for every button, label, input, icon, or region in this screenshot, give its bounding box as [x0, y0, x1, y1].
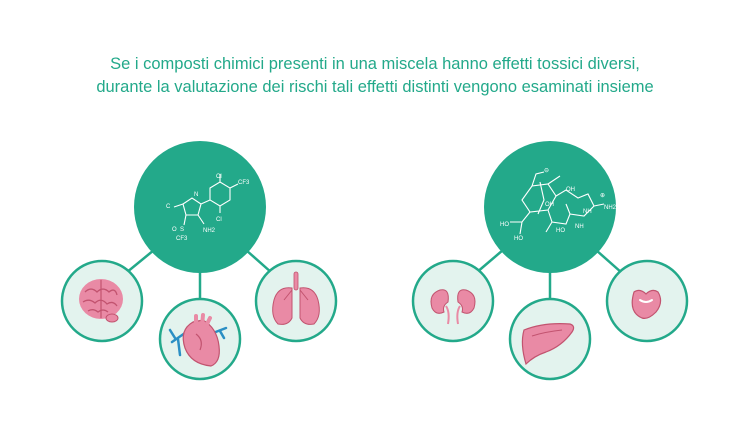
organ-circle-kidneys	[411, 259, 495, 343]
caption: Se i composti chimici presenti in una mi…	[0, 53, 750, 99]
label-s: S	[180, 227, 184, 233]
connector-right-stomach	[595, 249, 623, 274]
label-oh-mid: OH	[545, 202, 554, 208]
label-c: C	[166, 204, 171, 210]
compound-group-right: ⊖ OH OH ⊕ NH2 NH HO HO HO NH	[411, 141, 689, 381]
heart-icon	[168, 313, 228, 367]
caption-line-1: Se i composti chimici presenti in una mi…	[110, 55, 640, 73]
label-ho-left: HO	[500, 222, 509, 228]
label-cf3-ring: CF3	[238, 180, 250, 186]
label-nh: NH	[583, 209, 592, 215]
label-nh2-left: NH2	[203, 228, 216, 234]
stomach-icon	[631, 289, 662, 319]
label-cl-top: Cl	[216, 174, 222, 180]
label-oh-left: HO	[514, 236, 523, 242]
label-plus: ⊕	[600, 193, 605, 199]
brain-icon	[79, 279, 123, 323]
label-n: N	[194, 192, 198, 198]
label-nh-bottom: NH	[575, 224, 584, 230]
label-o-minus: ⊖	[544, 168, 549, 174]
label-cf3-s: CF3	[176, 236, 188, 242]
label-oh-top: OH	[566, 187, 575, 193]
compound-group-left: Cl CF3 Cl C N S O CF3 NH2	[60, 141, 338, 381]
molecule-left	[173, 174, 239, 226]
label-nh2-right: NH2	[604, 205, 617, 211]
lungs-icon	[272, 271, 320, 325]
liver-icon	[521, 323, 575, 366]
connector-right-kidneys	[475, 249, 504, 274]
label-cl-bottom: Cl	[216, 217, 222, 223]
caption-line-2: durante la valutazione dei rischi tali e…	[96, 78, 654, 96]
label-ho-bottom: HO	[556, 228, 565, 234]
kidneys-icon	[430, 289, 476, 325]
molecule-right	[510, 171, 605, 235]
connector-left-lungs	[245, 249, 273, 274]
label-o: O	[172, 227, 177, 233]
connector-left-brain	[125, 249, 155, 274]
